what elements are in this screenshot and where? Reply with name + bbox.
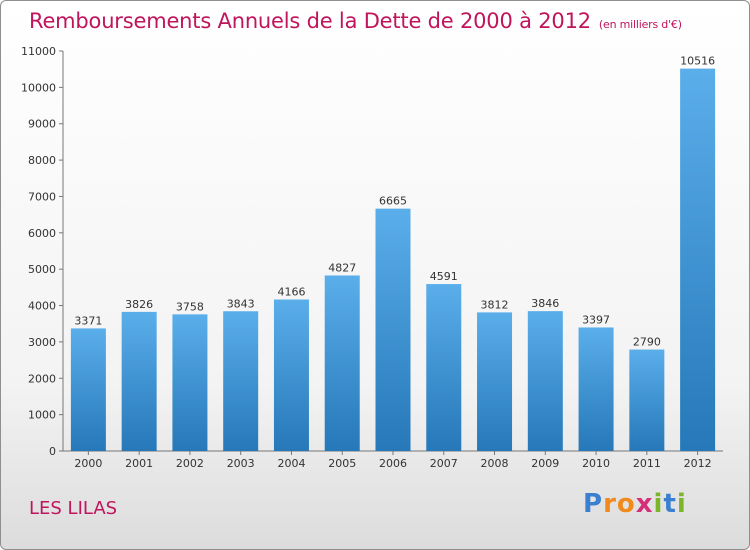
y-tick-label: 3000 bbox=[28, 336, 56, 349]
bar-2000 bbox=[70, 328, 106, 451]
value-label-2010: 3397 bbox=[582, 313, 610, 326]
bar-2009 bbox=[527, 311, 563, 451]
bar-2004 bbox=[273, 299, 309, 451]
value-label-2011: 2790 bbox=[633, 336, 661, 349]
x-tick-label-2009: 2009 bbox=[531, 457, 559, 470]
value-label-2009: 3846 bbox=[531, 297, 559, 310]
x-tick-label-2007: 2007 bbox=[430, 457, 458, 470]
value-label-2008: 3812 bbox=[481, 298, 509, 311]
x-tick-label-2000: 2000 bbox=[74, 457, 102, 470]
value-label-2003: 3843 bbox=[227, 297, 255, 310]
bar-2001 bbox=[121, 311, 157, 451]
bar-2012 bbox=[680, 68, 716, 451]
value-label-2001: 3826 bbox=[125, 298, 153, 311]
commune-name: LES LILAS bbox=[29, 498, 118, 519]
x-tick-label-2004: 2004 bbox=[277, 457, 305, 470]
y-tick-label: 7000 bbox=[28, 190, 56, 203]
bar-2006 bbox=[375, 208, 411, 451]
y-tick-label: 5000 bbox=[28, 263, 56, 276]
value-label-2000: 3371 bbox=[74, 314, 102, 327]
value-label-2006: 6665 bbox=[379, 195, 407, 208]
y-tick-label: 10000 bbox=[21, 81, 56, 94]
x-tick-label-2003: 2003 bbox=[227, 457, 255, 470]
y-tick-label: 4000 bbox=[28, 300, 56, 313]
y-tick-label: 0 bbox=[49, 445, 56, 458]
value-label-2007: 4591 bbox=[430, 270, 458, 283]
y-tick-label: 1000 bbox=[28, 409, 56, 422]
x-tick-label-2012: 2012 bbox=[684, 457, 712, 470]
x-tick-label-2010: 2010 bbox=[582, 457, 610, 470]
y-tick-label: 6000 bbox=[28, 227, 56, 240]
value-label-2005: 4827 bbox=[328, 261, 356, 274]
chart-title: Remboursements Annuels de la Dette de 20… bbox=[29, 9, 682, 33]
x-tick-label-2011: 2011 bbox=[633, 457, 661, 470]
bar-2002 bbox=[172, 314, 208, 451]
bar-2005 bbox=[324, 275, 360, 451]
bar-2010 bbox=[578, 327, 614, 451]
x-tick-label-2008: 2008 bbox=[481, 457, 509, 470]
y-tick-label: 2000 bbox=[28, 372, 56, 385]
bar-2007 bbox=[426, 284, 462, 451]
bar-2008 bbox=[477, 312, 513, 451]
chart-title-text: Remboursements Annuels de la Dette de 20… bbox=[29, 9, 591, 33]
chart-subtitle: (en milliers d'€) bbox=[598, 18, 682, 31]
y-tick-label: 11000 bbox=[21, 45, 56, 58]
y-tick-label: 9000 bbox=[28, 118, 56, 131]
y-tick-label: 8000 bbox=[28, 154, 56, 167]
value-label-2004: 4166 bbox=[277, 286, 305, 299]
value-label-2012: 10516 bbox=[680, 55, 715, 68]
bar-2011 bbox=[629, 349, 665, 451]
x-tick-label-2002: 2002 bbox=[176, 457, 204, 470]
bar-2003 bbox=[223, 311, 259, 451]
x-tick-label-2005: 2005 bbox=[328, 457, 356, 470]
x-tick-label-2001: 2001 bbox=[125, 457, 153, 470]
proxiti-logo: Proxiti bbox=[583, 489, 687, 519]
x-tick-label-2006: 2006 bbox=[379, 457, 407, 470]
value-label-2002: 3758 bbox=[176, 300, 204, 313]
